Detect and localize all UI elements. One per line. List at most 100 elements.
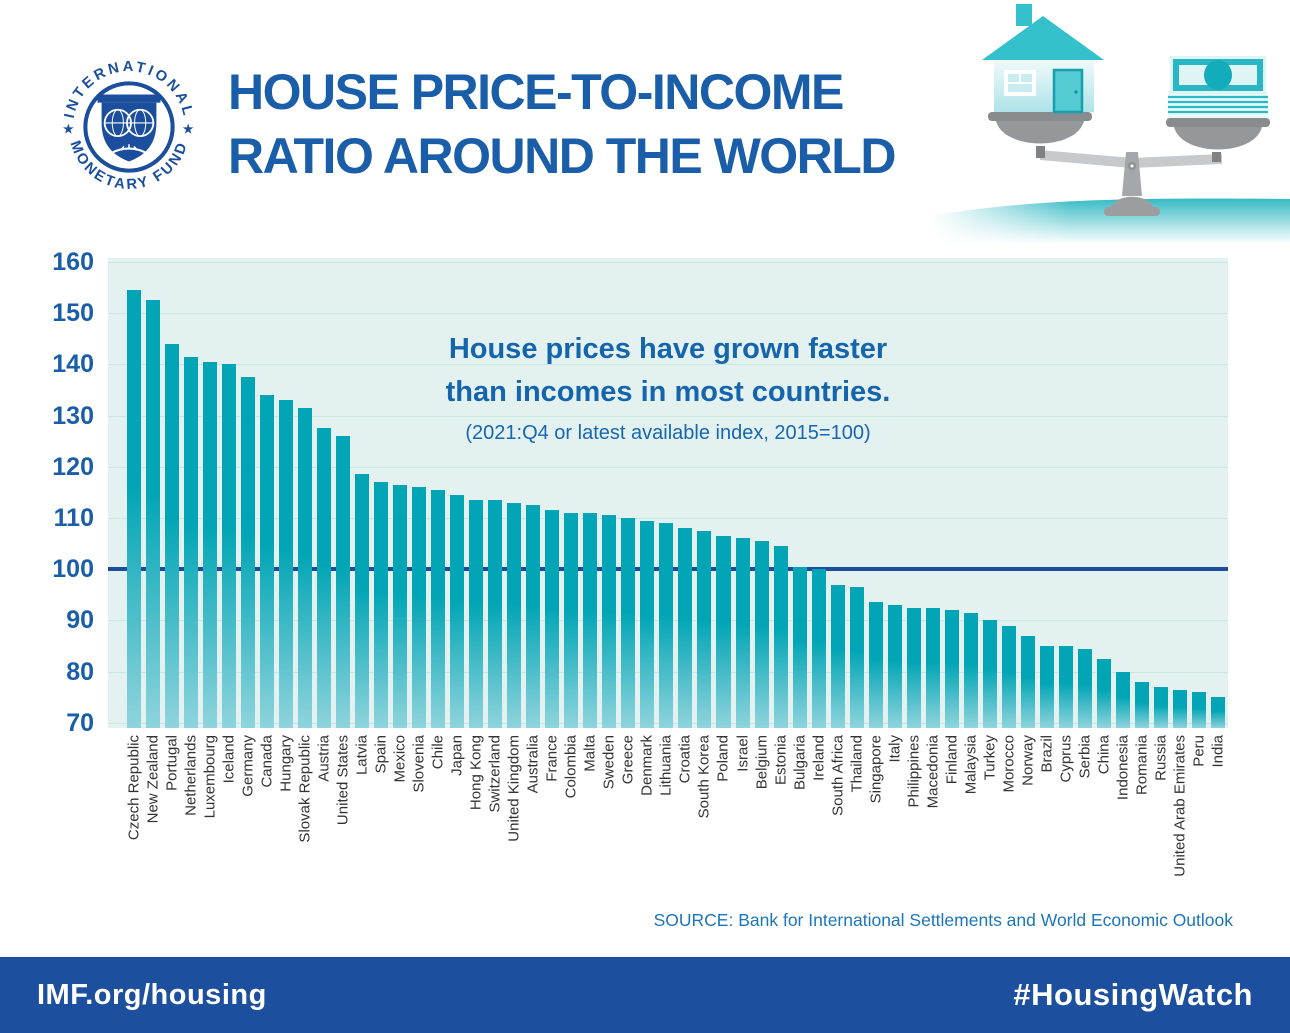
bar [469,500,484,728]
x-tick-label: Morocco [1000,735,1018,793]
plot-area: House prices have grown faster than inco… [108,258,1228,877]
bar-group: Serbia [1076,258,1093,778]
bar [868,602,883,728]
bar [412,487,427,728]
gridline-150 [108,313,1228,315]
bar [925,607,940,728]
bar-group: United Kingdom [506,258,523,842]
x-tick-label: Switzerland [486,735,504,813]
bar-group: Poland [715,258,732,782]
bar-group: Norway [1019,258,1036,786]
y-axis: 70 80 90 100 110 120 130 140 150 160 [0,248,94,737]
star-icon: ★ [63,122,74,136]
x-tick-label: New Zealand [144,735,162,824]
bar [146,300,161,728]
bar-group: Mexico [392,258,409,783]
x-tick-label: Austria [315,735,333,782]
bar [1115,671,1130,728]
bar-group: Ireland [810,258,827,781]
x-tick-label: Slovenia [410,735,428,793]
gridline-140 [108,364,1228,366]
bar [241,377,256,728]
y-tick-label: 120 [52,452,94,481]
bar-group: Canada [259,258,276,788]
y-tick-label: 70 [66,708,94,737]
annotation: House prices have grown faster than inco… [378,328,958,445]
page-title: HOUSE PRICE-TO-INCOME RATIO AROUND THE W… [228,60,896,188]
footer-hashtag: #HousingWatch [1013,977,1253,1012]
bar [982,620,997,728]
y-tick-label: 130 [52,401,94,430]
bar-group: Lithuania [658,258,675,796]
bar-group: Czech Republic [126,258,143,840]
bar [1153,686,1168,728]
bar [583,512,598,728]
bar-group: Slovak Republic [297,258,314,843]
x-tick-label: Japan [448,735,466,776]
bar [507,502,522,728]
x-tick-label: United Arab Emirates [1171,735,1189,877]
bar [678,528,693,728]
bar [203,361,218,728]
x-tick-label: Estonia [772,735,790,786]
bar-group: Latvia [354,258,371,775]
bar-group: China [1095,258,1112,774]
x-tick-label: Spain [372,735,390,774]
bar-group: India [1209,258,1226,768]
bar [735,538,750,728]
y-tick-label: 100 [52,555,94,584]
annotation-line2: than incomes in most countries. [445,376,891,408]
title-line2: RATIO AROUND THE WORLD [228,128,896,184]
bar [488,500,503,728]
x-tick-label: Thailand [848,735,866,793]
x-tick-label: India [1209,735,1227,768]
bar-group: Hungary [278,258,295,792]
x-tick-label: Denmark [638,735,656,796]
x-tick-label: Bulgaria [791,735,809,791]
bar-group: Belgium [753,258,770,789]
x-tick-label: France [543,735,561,782]
x-tick-label: Turkey [981,735,999,781]
bar-group: Italy [886,258,903,763]
bar-group: Philippines [905,258,922,808]
bar-group: Malaysia [962,258,979,794]
bar-group: Spain [373,258,390,773]
bar [317,428,332,728]
bar-group: Austria [316,258,333,782]
title-line1: HOUSE PRICE-TO-INCOME [228,64,844,120]
bar [260,395,275,728]
bar [1172,689,1187,728]
x-tick-label: China [1095,735,1113,775]
x-tick-label: Hungary [277,735,295,792]
logo-emblem [83,81,175,173]
bar-group: France [544,258,561,782]
star-icon: ★ [183,122,194,136]
x-tick-label: Mexico [391,735,409,783]
bar-group: Australia [525,258,542,793]
x-tick-label: South Korea [695,735,713,819]
bar-group: South Africa [829,258,846,816]
bar-group: Morocco [1000,258,1017,793]
y-tick-label: 140 [52,350,94,379]
bar-group: Russia [1152,258,1169,781]
source-note: SOURCE: Bank for International Settlemen… [653,910,1233,930]
x-tick-label: Iceland [220,735,238,784]
x-tick-label: Peru [1190,735,1208,767]
gridline-130 [108,415,1228,417]
bar [849,587,864,728]
bar-group: Cyprus [1057,258,1074,783]
bar-group: Japan [449,258,466,776]
gridline-120 [108,466,1228,468]
bar-group: Malta [582,258,599,772]
bar [1096,658,1111,728]
x-tick-label: Colombia [562,735,580,799]
bar [450,494,465,728]
y-tick-label: 160 [52,248,94,276]
x-tick-label: Cyprus [1057,735,1075,783]
gridline-110 [108,518,1228,519]
x-tick-label: Brazil [1038,735,1056,773]
x-tick-label: Belgium [753,735,771,790]
money-icon [1168,56,1268,118]
bar-group: Greece [620,258,637,784]
balance-scale-illustration [930,4,1290,248]
